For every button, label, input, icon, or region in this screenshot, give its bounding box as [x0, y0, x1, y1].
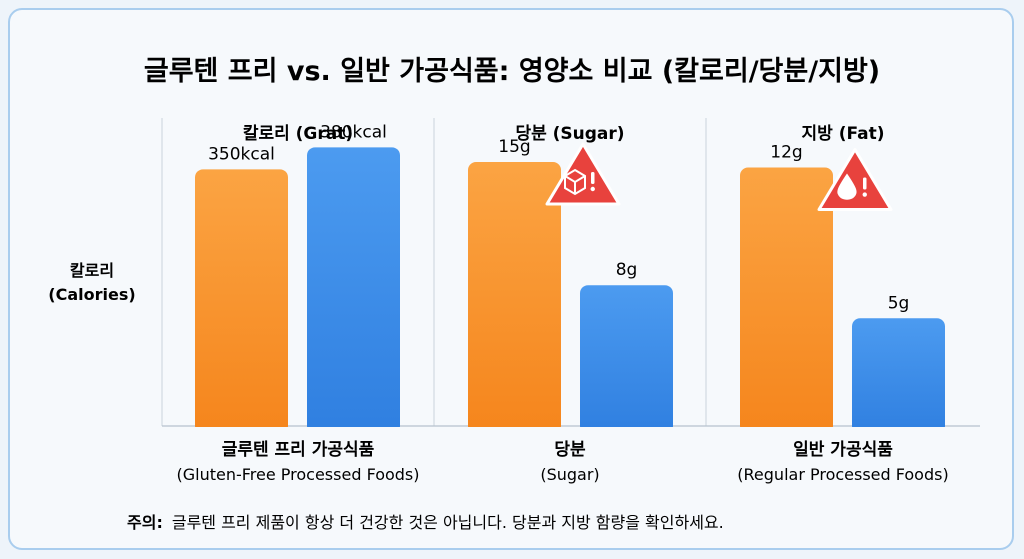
sugar-cube-warning-icon: [545, 142, 621, 206]
baseline-mask-1: [466, 427, 675, 436]
data-label-regular-0: 380kcal: [320, 122, 387, 142]
chart-panels: 칼로리 (Grat)350kcal 380kcal 당분 (Sugar)15g 8g 지…: [193, 122, 947, 436]
footnote: 주의: 글루텐 프리 제품이 항상 더 건강한 것은 아닙니다. 당분과 지방 함…: [127, 513, 724, 532]
chart-panel-0: 칼로리 (Grat)350kcal 380kcal: [193, 122, 402, 436]
bar-regular-2: [852, 318, 945, 434]
x-label-gluten-free-en: (Gluten-Free Processed Foods): [176, 465, 419, 484]
data-label-gluten-free-1: 15g: [498, 137, 530, 157]
data-label-gluten-free-2: 12g: [770, 143, 802, 163]
data-label-regular-2: 5g: [888, 293, 910, 313]
panel-title-2: 지방 (Fat): [802, 124, 885, 144]
bar-gluten-free-1: [468, 162, 561, 434]
panel-title-0: 칼로리 (Grat): [243, 124, 353, 144]
baseline-mask-2: [738, 427, 947, 436]
footnote-text: 글루텐 프리 제품이 항상 더 건강한 것은 아닙니다. 당분과 지방 함량을 …: [172, 513, 724, 532]
y-axis-label: 칼로리 (Calories): [48, 261, 135, 304]
x-axis-labels: 글루텐 프리 가공식품 (Gluten-Free Processed Foods…: [176, 440, 948, 484]
x-label-regular-en: (Regular Processed Foods): [737, 465, 948, 484]
x-label-sugar: 당분: [554, 440, 586, 460]
x-label-gluten-free: 글루텐 프리 가공식품: [222, 440, 375, 460]
x-label-sugar-en: (Sugar): [540, 465, 599, 484]
baseline-mask-0: [193, 427, 402, 436]
bar-gluten-free-2: [740, 167, 833, 435]
y-axis-label-line2: (Calories): [48, 285, 135, 304]
chart-panel-2: 지방 (Fat)12g 5g: [738, 124, 947, 436]
bar-gluten-free-0: [195, 169, 288, 435]
x-label-regular: 일반 가공식품: [793, 440, 893, 460]
bar-regular-0: [307, 147, 400, 435]
bar-regular-1: [580, 285, 673, 434]
data-label-gluten-free-0: 350kcal: [208, 144, 275, 164]
y-axis-label-line1: 칼로리: [70, 261, 114, 280]
data-label-regular-1: 8g: [616, 260, 638, 280]
panel-title-1: 당분 (Sugar): [515, 124, 624, 144]
chart-panel-1: 당분 (Sugar)15g 8g: [466, 124, 675, 436]
chart-axes: [161, 118, 980, 427]
chart-title: 글루텐 프리 vs. 일반 가공식품: 영양소 비교 (칼로리/당분/지방): [144, 56, 880, 87]
fat-drop-warning-icon: [817, 148, 893, 212]
footnote-label: 주의:: [127, 513, 163, 532]
